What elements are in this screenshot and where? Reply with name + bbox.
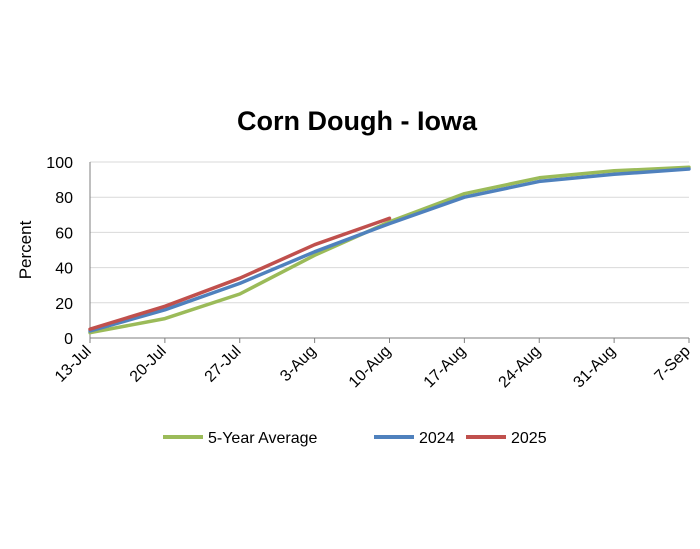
legend-label: 2025 [511,430,547,447]
x-tick-label: 20-Jul [127,343,170,386]
y-tick-label: 60 [55,225,73,242]
y-tick-label: 40 [55,261,73,278]
x-tick-labels: 13-Jul 20-Jul 27-Jul 3-Aug 10-Aug 17-Aug 24-Au… [52,343,694,392]
y-tick-label: 100 [46,155,73,172]
legend-label: 2024 [419,430,455,447]
legend-label: 5-Year Average [208,430,318,447]
legend: 5-Year Average 2024 2025 [163,430,547,447]
x-tick-label: 10-Aug [346,343,395,392]
axes [89,162,690,343]
y-tick-label: 20 [55,296,73,313]
y-tick-label: 80 [55,190,73,207]
x-tick-label: 3-Aug [277,343,319,385]
x-tick-label: 13-Jul [52,343,95,386]
x-tick-label: 24-Aug [496,343,545,392]
y-tick-labels: 0 20 40 60 80 100 [46,155,73,348]
gridlines [90,161,689,304]
x-tick-label: 7-Sep [652,343,694,385]
x-tick-label: 31-Aug [570,343,619,392]
y-tick-label: 0 [64,331,73,348]
series-line-2 [88,167,691,333]
series-lines [88,165,691,335]
x-tick-label: 27-Jul [202,343,245,386]
series-line-3 [88,216,392,331]
chart-title: Corn Dough - Iowa [237,106,478,136]
y-axis-label: Percent [16,220,35,279]
x-tick-label: 17-Aug [421,343,470,392]
series-line-1 [88,165,691,335]
